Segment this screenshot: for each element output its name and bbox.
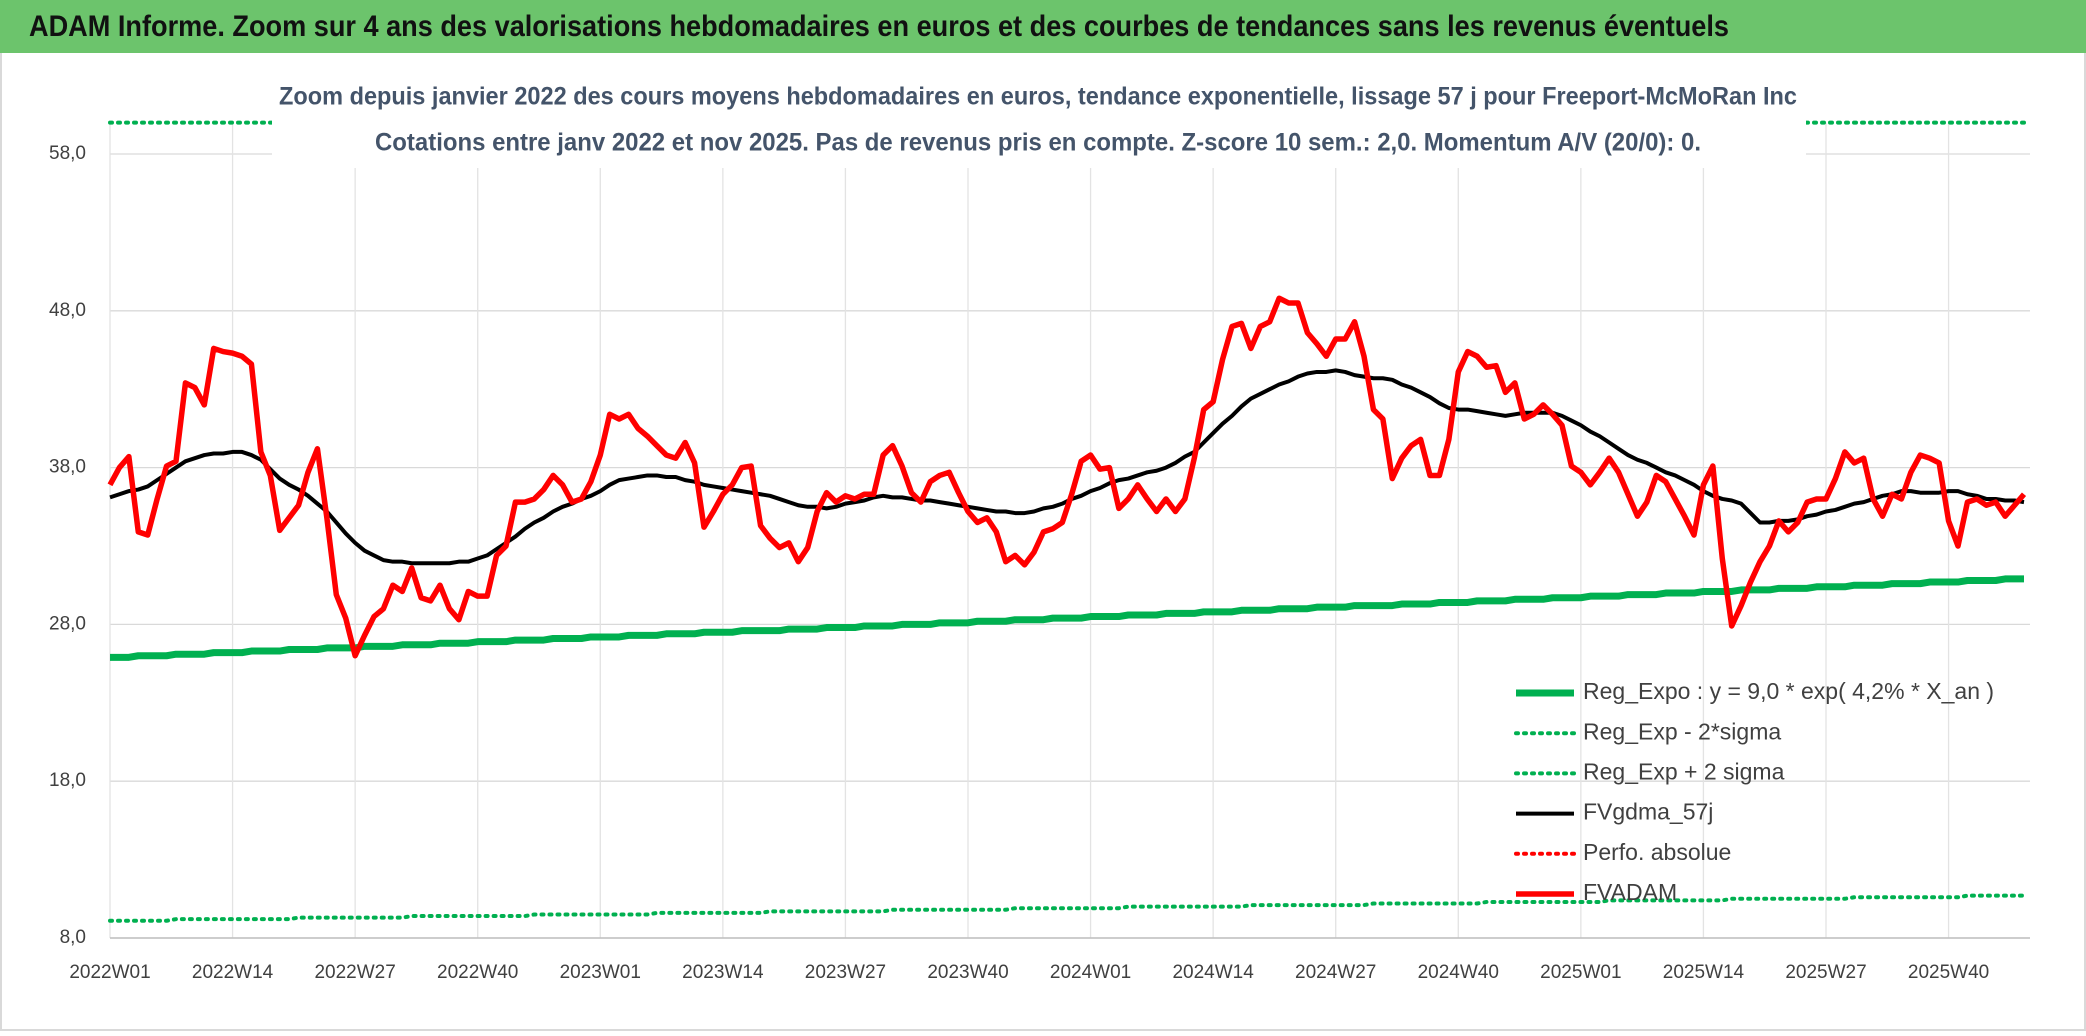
x-tick-label: 2025W01	[1540, 962, 1621, 983]
chart-title: ADAM Informe. Zoom sur 4 ans des valoris…	[29, 10, 1729, 43]
x-tick-label: 2025W27	[1785, 962, 1866, 983]
x-tick-label: 2024W01	[1050, 962, 1131, 983]
y-tick-label: 38,0	[49, 457, 86, 478]
x-tick-label: 2023W01	[560, 962, 641, 983]
legend-label: FVADAM	[1583, 879, 1677, 905]
x-tick-label: 2023W14	[682, 962, 764, 983]
x-tick-label: 2025W40	[1908, 962, 1989, 983]
y-tick-label: 8,0	[60, 927, 86, 948]
y-tick-label: 28,0	[49, 613, 86, 634]
series-line	[108, 893, 2026, 923]
x-tick-label: 2022W14	[192, 962, 274, 983]
legend-label: Reg_Exp - 2*sigma	[1583, 718, 1781, 744]
y-tick-label: 18,0	[49, 770, 86, 791]
legend-label: Perfo. absolue	[1583, 839, 1731, 865]
subtitle: Zoom depuis janvier 2022 des cours moyen…	[279, 83, 1797, 111]
x-tick-label: 2022W40	[437, 962, 518, 983]
x-tick-label: 2022W27	[314, 962, 395, 983]
series-line	[107, 295, 2027, 659]
title-bar	[0, 0, 2086, 53]
x-tick-label: 2024W27	[1295, 962, 1376, 983]
series-line	[110, 575, 2024, 661]
x-tick-label: 2022W01	[69, 962, 150, 983]
x-tick-label: 2025W14	[1663, 962, 1745, 983]
legend: Reg_Expo : y = 9,0 * exp( 4,2% * X_an ) R…	[1514, 678, 1994, 905]
x-tick-label: 2024W14	[1172, 962, 1254, 983]
subtitle: Cotations entre janv 2022 et nov 2025. P…	[375, 129, 1701, 157]
y-tick-label: 58,0	[49, 143, 86, 164]
legend-label: Reg_Exp + 2 sigma	[1583, 758, 1785, 784]
x-tick-label: 2023W40	[927, 962, 1008, 983]
x-tick-label: 2023W27	[805, 962, 886, 983]
plot-area: 8,0 18,0 28,0 38,0 48,0 58,0 2022W01 2022W14 202…	[49, 120, 2030, 983]
legend-label: FVgdma_57j	[1583, 799, 1713, 825]
subtitle-box	[272, 72, 1806, 168]
legend-label: Reg_Expo : y = 9,0 * exp( 4,2% * X_an )	[1583, 678, 1994, 704]
y-tick-label: 48,0	[49, 300, 86, 321]
x-tick-label: 2024W40	[1418, 962, 1499, 983]
